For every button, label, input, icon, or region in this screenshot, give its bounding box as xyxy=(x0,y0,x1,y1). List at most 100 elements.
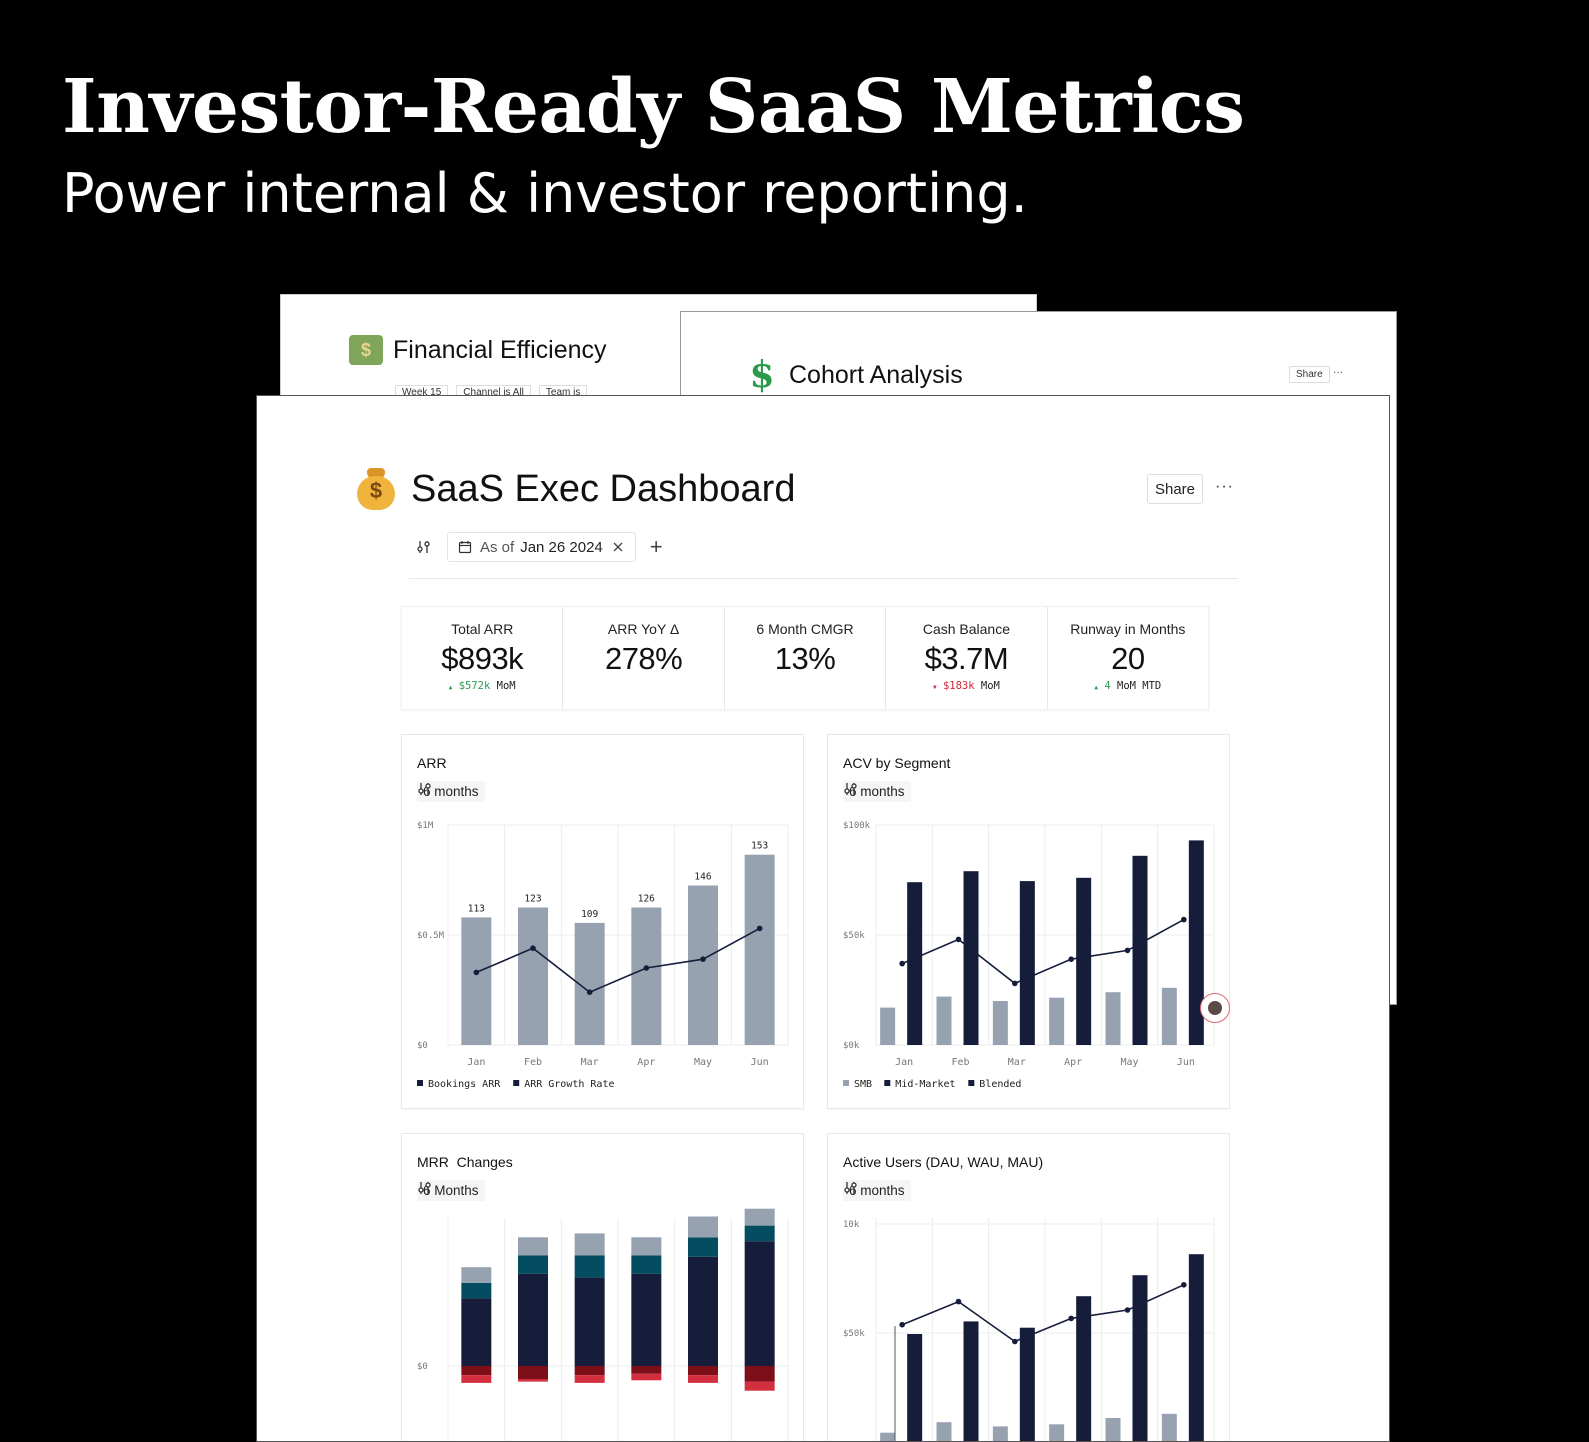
bar xyxy=(744,854,775,1045)
bar xyxy=(688,885,718,1045)
stack-segment xyxy=(631,1373,662,1381)
date-filter-chip[interactable]: As of Jan 26 2024 xyxy=(447,532,636,562)
stack-segment xyxy=(631,1255,662,1274)
line-point xyxy=(955,936,962,943)
dashboard-title: SaaS Exec Dashboard xyxy=(411,467,796,510)
chart-settings-icon[interactable] xyxy=(418,1182,515,1200)
financial-efficiency-header: $ Financial Efficiency xyxy=(349,335,607,365)
range-chip[interactable]: 6 months xyxy=(417,781,485,802)
bar-smb xyxy=(1105,992,1121,1045)
card-range: 6 months xyxy=(843,1180,941,1201)
mrr-chart: $0 xyxy=(417,1208,789,1441)
bar-mid-market xyxy=(963,871,979,1045)
legend-swatch xyxy=(968,1080,975,1086)
line-point xyxy=(756,925,763,932)
chart-settings-icon[interactable] xyxy=(844,1182,941,1200)
card-range: 6 months xyxy=(417,781,515,802)
line-point xyxy=(1012,980,1018,987)
bar-small xyxy=(1161,1413,1177,1441)
stack-segment xyxy=(688,1366,718,1376)
stack-segment xyxy=(461,1267,492,1283)
chart-settings-icon[interactable] xyxy=(844,783,941,801)
legend-swatch xyxy=(843,1080,849,1086)
stack-segment xyxy=(461,1298,492,1366)
saas-exec-dashboard-page: $ SaaS Exec Dashboard Share ··· As of Ja… xyxy=(256,395,1390,1442)
kpi-value: 13% xyxy=(774,641,836,676)
y-tick-label: $1M xyxy=(417,821,434,831)
add-filter-button[interactable]: + xyxy=(649,534,663,559)
money-bag-icon: $ xyxy=(353,466,399,512)
line-point xyxy=(1068,956,1074,962)
line-point xyxy=(1181,916,1187,923)
bar-smb xyxy=(992,1001,1008,1045)
date-filter-prefix: As of xyxy=(480,538,515,556)
line-point xyxy=(1181,1282,1187,1288)
x-tick-label: Apr xyxy=(1064,1057,1082,1068)
money-bill-icon: $ xyxy=(349,335,383,365)
x-tick-label: May xyxy=(1120,1057,1138,1068)
kpi-value: $893k xyxy=(441,641,524,676)
mrr-changes-card: $0 MRR Changes 6 Months xyxy=(401,1133,804,1441)
kpi-runway: Runway in Months 20 ▲ 4 MoM MTD xyxy=(1048,607,1208,709)
bar-small xyxy=(880,1432,896,1441)
x-tick-label: Jun xyxy=(1177,1057,1195,1068)
legend-swatch xyxy=(884,1080,891,1086)
range-chip[interactable]: 6 months xyxy=(843,781,911,802)
stack-segment xyxy=(574,1277,605,1366)
stack-segment xyxy=(744,1208,775,1226)
stack-segment xyxy=(518,1379,548,1382)
bar-large xyxy=(1132,1275,1148,1441)
more-options-button[interactable]: ··· xyxy=(1215,478,1234,495)
series-line xyxy=(901,1284,1185,1343)
filter-settings-icon[interactable] xyxy=(415,538,433,556)
bar-smb xyxy=(1049,997,1065,1045)
bar xyxy=(518,907,548,1045)
kpi-label: 6 Month CMGR xyxy=(756,621,854,637)
bar-mid-market xyxy=(1076,877,1092,1045)
bar-large xyxy=(1076,1296,1092,1441)
delta-up-icon: ▲ xyxy=(448,684,453,691)
y-tick-label: $0 xyxy=(417,1041,428,1051)
series-line xyxy=(476,927,761,994)
chart-settings-icon[interactable] xyxy=(418,783,515,801)
x-tick-label: Jan xyxy=(895,1057,913,1068)
header-divider xyxy=(409,578,1238,579)
x-tick-label: Jun xyxy=(751,1057,769,1068)
y-tick-label: $0.5M xyxy=(417,931,445,941)
bar-mid-market xyxy=(1188,840,1204,1045)
y-tick-label: $0 xyxy=(417,1362,428,1372)
active-users-card: $50k 10k Active Users (DAU, WAU, MAU) 6 m… xyxy=(827,1133,1230,1441)
stack-segment xyxy=(688,1256,718,1366)
line-point xyxy=(1124,1307,1131,1313)
series-line xyxy=(901,918,1185,985)
legend-swatch xyxy=(417,1080,423,1086)
stack-segment xyxy=(631,1366,662,1374)
bar-mid-market xyxy=(1132,855,1148,1045)
share-button[interactable]: Share xyxy=(1147,474,1203,504)
y-tick-label: 10k xyxy=(843,1220,860,1230)
bar-large xyxy=(907,1334,923,1441)
financial-efficiency-title: Financial Efficiency xyxy=(393,335,607,364)
kpi-value: $3.7M xyxy=(924,641,1009,676)
kpi-value: 278% xyxy=(604,641,683,676)
comment-avatar-icon[interactable] xyxy=(1200,993,1230,1023)
card-range: 6 months xyxy=(843,781,941,802)
stack-segment xyxy=(688,1237,718,1257)
stack-segment xyxy=(518,1366,548,1379)
kpi-label: Runway in Months xyxy=(1070,621,1186,637)
stack-segment xyxy=(744,1366,775,1382)
kpi-cmgr: 6 Month CMGR 13% xyxy=(725,607,887,709)
stack-segment xyxy=(461,1366,492,1376)
data-label: 113 xyxy=(468,903,485,914)
kpi-total-arr: Total ARR $893k ▲ $572k MoM xyxy=(402,607,564,709)
bar-smb xyxy=(1161,987,1177,1045)
bar-large xyxy=(963,1321,979,1441)
range-chip[interactable]: 6 Months xyxy=(417,1180,485,1201)
cohort-more-button[interactable]: ··· xyxy=(1333,367,1343,378)
line-point xyxy=(955,1298,962,1305)
close-icon[interactable] xyxy=(609,538,627,556)
range-chip[interactable]: 6 months xyxy=(843,1180,911,1201)
cohort-share-button[interactable]: Share xyxy=(1289,366,1330,383)
line-point xyxy=(1124,947,1131,954)
stack-segment xyxy=(744,1225,775,1242)
